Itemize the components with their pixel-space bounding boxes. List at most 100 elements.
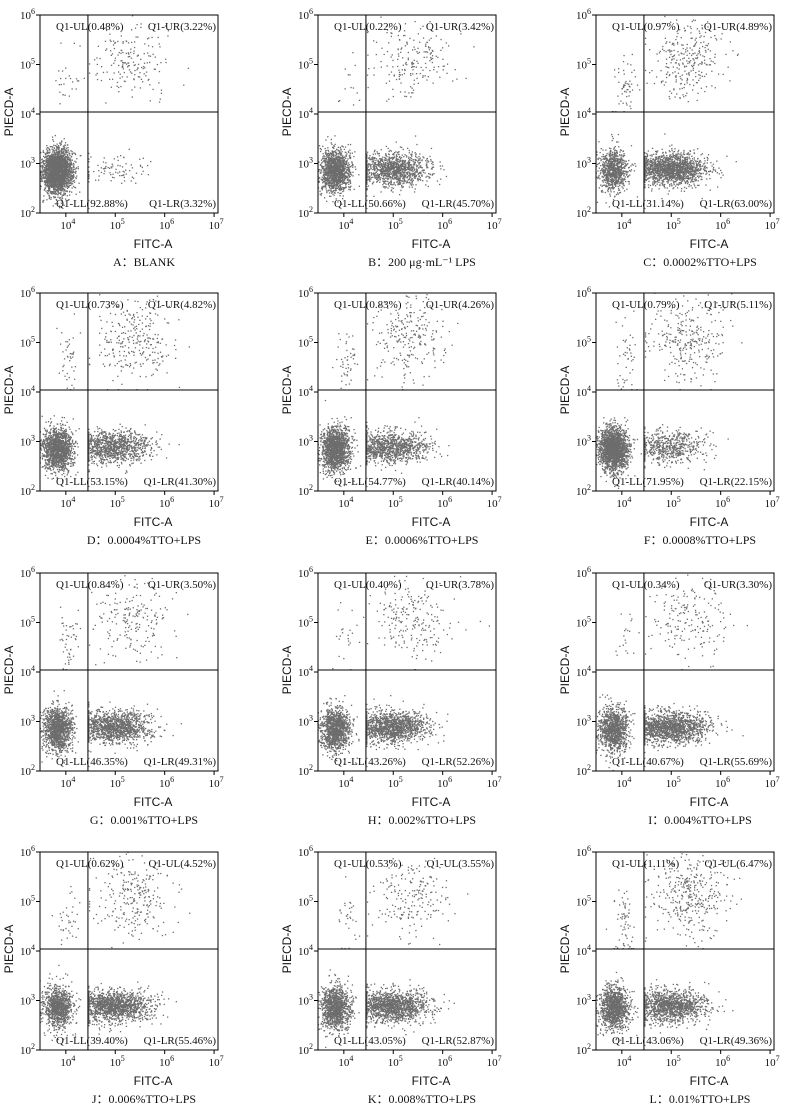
event-dot (394, 175, 396, 177)
event-dot (372, 161, 374, 163)
event-dot (53, 159, 56, 161)
event-dot (328, 153, 331, 156)
event-dot (150, 160, 152, 163)
event-dot (418, 158, 420, 160)
event-dot (36, 186, 37, 187)
event-dot (49, 161, 51, 163)
event-dot (38, 174, 39, 175)
event-dot (338, 177, 340, 179)
event-dot (63, 170, 65, 172)
event-dot (328, 181, 330, 184)
event-dot (338, 169, 340, 172)
event-dot (340, 166, 342, 168)
event-dot (69, 163, 71, 165)
event-dot (71, 178, 73, 180)
event-dot (54, 163, 57, 165)
event-dot (61, 177, 63, 179)
event-dot (346, 181, 348, 184)
event-dot (156, 63, 159, 66)
event-dot (330, 164, 333, 166)
event-dot (322, 178, 324, 180)
event-dot (340, 156, 342, 159)
event-dot (164, 25, 167, 27)
event-dot (53, 181, 55, 184)
event-dot (71, 88, 73, 90)
event-dot (56, 176, 58, 178)
event-dot (64, 159, 66, 161)
event-dot (56, 148, 58, 150)
event-dot (64, 194, 66, 196)
event-dot (339, 152, 341, 154)
event-dot (57, 147, 59, 149)
event-dot (340, 149, 342, 151)
event-dot (142, 157, 144, 159)
event-dot (52, 153, 55, 155)
event-dot (46, 183, 49, 185)
event-dot (331, 174, 333, 177)
event-dot (55, 182, 57, 185)
event-dot (368, 164, 370, 166)
event-dot (55, 153, 58, 155)
event-dot (358, 174, 360, 176)
event-dot (368, 172, 370, 174)
event-dot (327, 155, 329, 157)
event-dot (395, 141, 397, 143)
event-dot (348, 186, 350, 188)
event-dot (415, 174, 418, 177)
event-dot (56, 182, 59, 184)
event-dot (59, 91, 61, 93)
event-dot (345, 172, 347, 174)
event-dot (61, 164, 63, 167)
event-dot (45, 190, 47, 192)
event-dot (416, 169, 418, 171)
quadrant-label-ur: Q1-UR(3.22%) (148, 21, 216, 33)
event-dot (379, 164, 381, 166)
event-dot (37, 152, 38, 153)
event-dot (50, 169, 53, 172)
event-dot (327, 176, 329, 178)
event-dot (327, 182, 329, 184)
event-dot (328, 180, 331, 182)
event-dot (65, 171, 67, 173)
event-dot (160, 62, 162, 64)
event-dot (341, 154, 343, 156)
event-dot (64, 188, 66, 190)
event-dot (385, 154, 387, 157)
event-dot (345, 175, 347, 177)
event-dot (338, 185, 340, 187)
event-dot (98, 175, 100, 177)
event-dot (331, 150, 333, 152)
event-dot (342, 146, 344, 148)
event-dot (41, 159, 43, 161)
event-dot (332, 174, 334, 177)
event-dot (142, 81, 144, 83)
event-dot (64, 162, 66, 164)
event-dot (328, 162, 330, 164)
event-dot (337, 153, 339, 155)
event-dot (79, 155, 81, 157)
event-dot (66, 171, 68, 173)
event-dot (320, 159, 323, 161)
event-dot (381, 157, 383, 160)
event-dot (322, 156, 324, 158)
event-dot (63, 158, 65, 160)
event-dot (51, 168, 54, 170)
event-dot (64, 170, 66, 172)
event-dot (70, 169, 72, 172)
event-dot (389, 165, 392, 168)
event-dot (368, 157, 370, 159)
event-dot (326, 160, 328, 163)
event-dot (334, 170, 337, 172)
event-dot (349, 157, 351, 159)
event-dot (331, 182, 333, 184)
event-dot (327, 172, 329, 174)
event-dot (50, 196, 52, 199)
event-dot (329, 183, 331, 185)
event-dot (67, 177, 69, 179)
event-dot (60, 167, 62, 170)
event-dot (343, 159, 345, 161)
event-dot (417, 177, 419, 180)
event-dot (40, 151, 42, 154)
event-dot (63, 204, 65, 206)
